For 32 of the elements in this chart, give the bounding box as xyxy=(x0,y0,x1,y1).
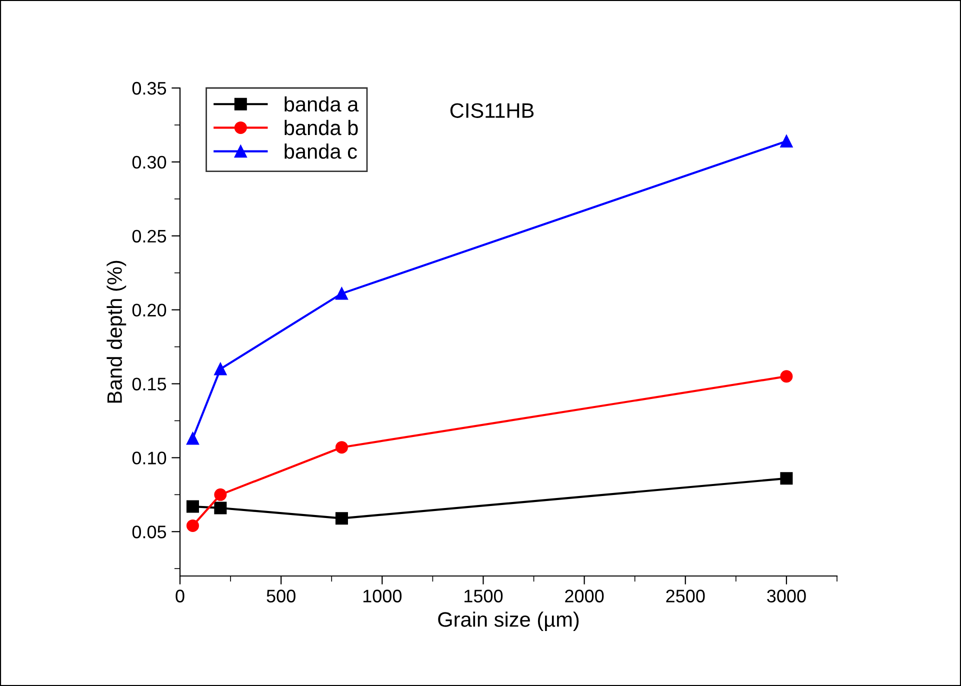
y-axis-title: Band depth (%) xyxy=(106,260,126,403)
x-axis-title: Grain size (µm) xyxy=(438,612,579,631)
point xyxy=(214,502,227,514)
x-tick-label: 3000 xyxy=(767,590,806,602)
legend-label: banda a xyxy=(284,96,359,112)
y-tick-label: 0.35 xyxy=(132,82,166,95)
y-tick-label: 0.15 xyxy=(132,378,166,390)
point xyxy=(186,519,199,532)
x-tick-label: 2500 xyxy=(666,590,705,602)
x-tick-label: 1500 xyxy=(464,590,503,602)
legend-label: banda c xyxy=(284,144,357,159)
text: CIS11HB xyxy=(450,103,534,118)
y-tick-label: 0.25 xyxy=(132,230,166,243)
point xyxy=(780,134,793,148)
y-tick-label: 0.10 xyxy=(132,452,166,464)
point xyxy=(780,370,793,383)
y-tick-label: 0.20 xyxy=(132,304,166,317)
x-tick-label: 0 xyxy=(176,590,184,602)
x-tick-label: 500 xyxy=(266,590,296,602)
point xyxy=(335,441,348,454)
point xyxy=(780,472,793,485)
point xyxy=(186,432,199,445)
x-tick-label: 1000 xyxy=(363,590,402,602)
y-tick-label: 0.30 xyxy=(132,156,166,169)
point xyxy=(214,362,227,376)
x-tick-label: 2000 xyxy=(565,590,604,602)
legend-label: banda b xyxy=(284,120,358,136)
point xyxy=(335,512,348,525)
point xyxy=(214,488,227,501)
point xyxy=(186,500,199,513)
point xyxy=(335,287,348,300)
y-tick-label: 0.05 xyxy=(132,526,166,538)
